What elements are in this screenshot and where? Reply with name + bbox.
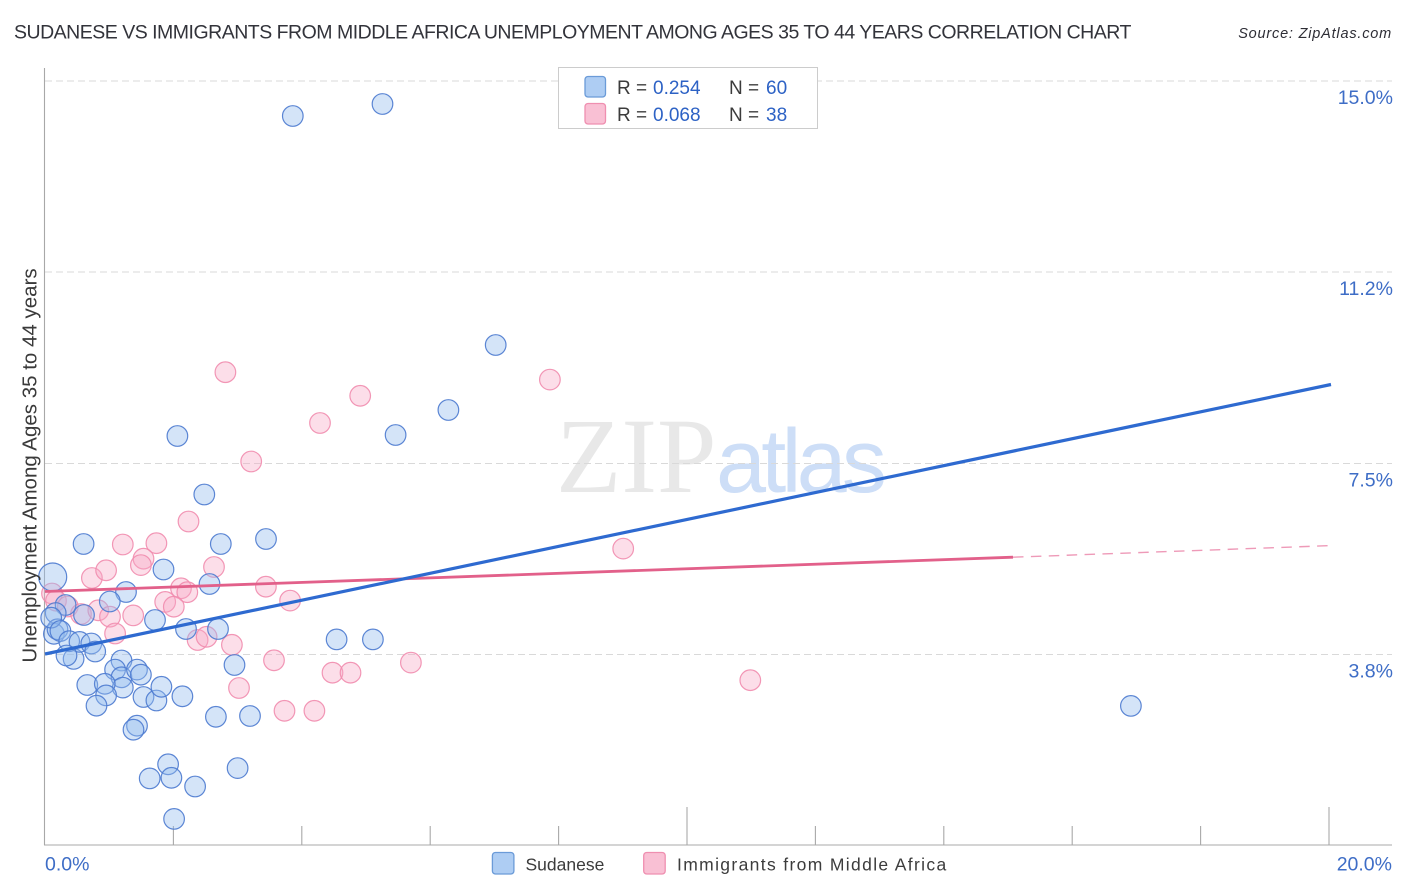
svg-text:0.0%: 0.0% bbox=[45, 854, 89, 876]
svg-text:Immigrants from Middle Africa: Immigrants from Middle Africa bbox=[677, 855, 948, 875]
svg-text:SUDANESE VS IMMIGRANTS FROM MI: SUDANESE VS IMMIGRANTS FROM MIDDLE AFRIC… bbox=[14, 22, 1132, 44]
svg-text:20.0%: 20.0% bbox=[1337, 854, 1392, 876]
svg-text:15.0%: 15.0% bbox=[1338, 87, 1393, 109]
svg-text:ZIP: ZIP bbox=[556, 398, 717, 516]
svg-text:7.5%: 7.5% bbox=[1349, 470, 1393, 492]
svg-text:Unemployment Among Ages 35 to: Unemployment Among Ages 35 to 44 years bbox=[19, 268, 42, 662]
svg-text:Sudanese: Sudanese bbox=[526, 855, 605, 875]
svg-text:11.2%: 11.2% bbox=[1339, 278, 1393, 300]
svg-text:3.8%: 3.8% bbox=[1349, 661, 1393, 683]
svg-text:Source: ZipAtlas.com: Source: ZipAtlas.com bbox=[1238, 26, 1392, 42]
